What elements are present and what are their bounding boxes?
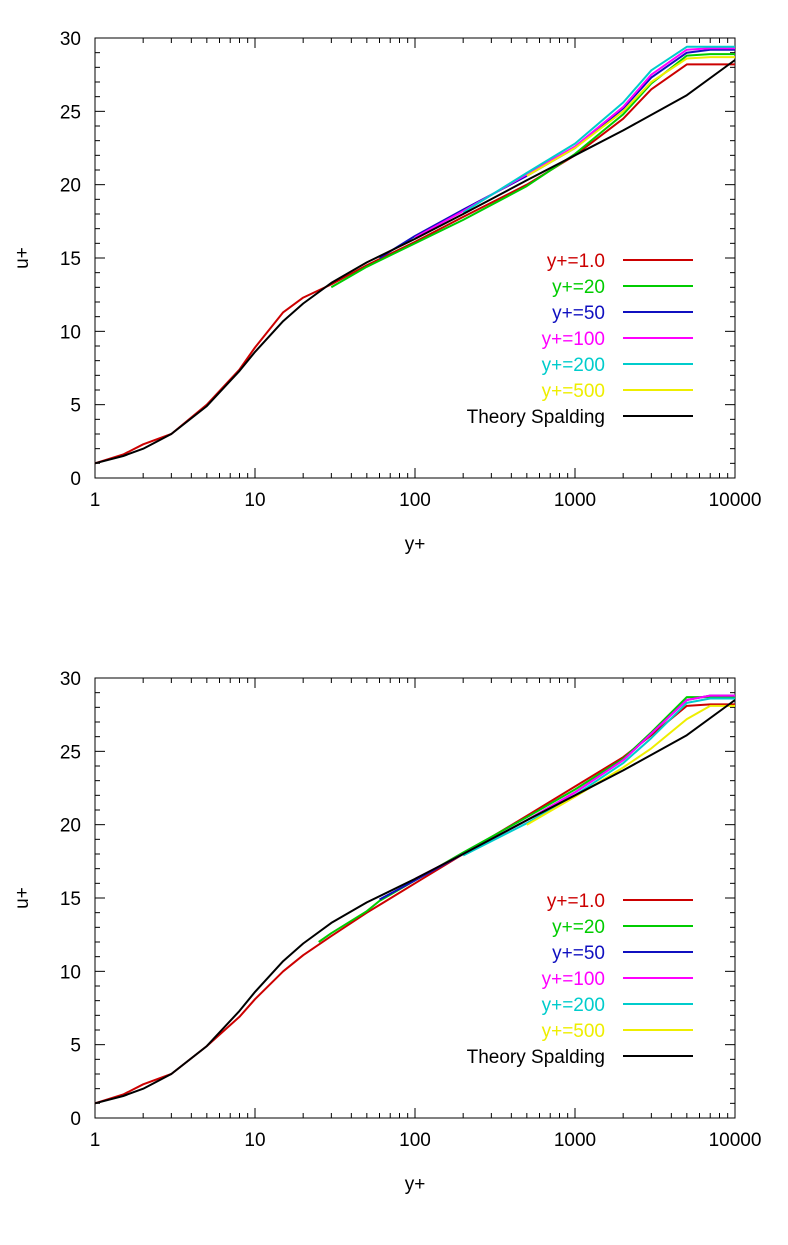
chart-0-y-axis-label: u+: [12, 247, 33, 269]
chart-0-legend-label: Theory Spalding: [467, 407, 605, 428]
chart-0-x-axis-label: y+: [405, 534, 426, 555]
chart-bottom-svg: 1 10 100 1000 10000 0 5 10 15 20 25 30 y+ u+ y+=1.0 y+=…: [12, 669, 762, 1195]
chart-0-legend-label: y+=20: [552, 277, 605, 298]
chart-1-series-line-y-1-0: [94, 703, 735, 1105]
chart-0-x-tick-label: 1: [90, 490, 101, 511]
chart-0-x-tick-label: 100: [399, 490, 431, 511]
chart-1-y-tick-label: 0: [70, 1109, 81, 1130]
chart-1-series-line-y-20: [318, 696, 735, 943]
chart-0-y-tick-label: 20: [60, 176, 81, 197]
chart-0-plot-frame: [94, 37, 736, 479]
chart-0-y-tick-label: 0: [70, 469, 81, 490]
chart-1-legend-label: y+=20: [552, 917, 605, 938]
chart-1-series-line-theory-spalding: [94, 699, 736, 1105]
chart-1-y-tick-label: 5: [70, 1036, 81, 1057]
chart-0-legend-label: y+=1.0: [547, 251, 605, 272]
chart-1-x-axis-label: y+: [405, 1174, 426, 1195]
chart-1-legend-label: y+=500: [542, 1021, 605, 1042]
chart-1-x-tick-label: 10: [244, 1130, 265, 1151]
chart-0-series-line-y-1-0: [94, 63, 735, 465]
chart-1-y-tick-label: 15: [60, 889, 81, 910]
chart-1-legend-label: y+=200: [542, 995, 605, 1016]
chart-0-y-tick-label: 30: [60, 29, 81, 50]
chart-top: 1 10 100 1000 10000 0 5 10 15 20 25 30 y+ u+ y+=1.0 y+=…: [0, 0, 788, 600]
chart-0-series-line-y-50: [378, 48, 735, 259]
chart-1-y-tick-label: 30: [60, 669, 81, 690]
chart-1-x-tick-label: 1000: [554, 1130, 596, 1151]
chart-0-x-tick-label: 10000: [709, 490, 762, 511]
chart-0-legend-label: y+=100: [542, 329, 605, 350]
chart-1-series-line-y-500: [526, 704, 735, 826]
chart-0-series-line-y-500: [526, 56, 735, 177]
chart-1-legend-label: y+=100: [542, 969, 605, 990]
chart-1-legend-label: y+=50: [552, 943, 605, 964]
chart-0-y-tick-label: 10: [60, 322, 81, 343]
chart-0-series-line-y-200: [462, 45, 735, 214]
chart-top-svg: 1 10 100 1000 10000 0 5 10 15 20 25 30 y+ u+ y+=1.0 y+=…: [12, 29, 762, 555]
chart-1-y-tick-label: 10: [60, 962, 81, 983]
chart-0-x-tick-label: 1000: [554, 490, 596, 511]
chart-bottom: 1 10 100 1000 10000 0 5 10 15 20 25 30 y+ u+ y+=1.0 y+=…: [0, 640, 788, 1240]
chart-1-y-tick-label: 25: [60, 742, 81, 763]
chart-0-legend-label: y+=200: [542, 355, 605, 376]
chart-0-legend-label: y+=50: [552, 303, 605, 324]
chart-0-series-line-y-20: [330, 53, 735, 289]
chart-0-y-tick-label: 25: [60, 102, 81, 123]
chart-1-y-tick-label: 20: [60, 816, 81, 837]
chart-0-legend-label: y+=500: [542, 381, 605, 402]
chart-1-x-tick-label: 100: [399, 1130, 431, 1151]
chart-1-series-line-y-200: [462, 697, 735, 857]
chart-0-series-line-theory-spalding: [94, 59, 736, 465]
chart-1-legend-label: y+=1.0: [547, 891, 605, 912]
chart-1-legend-label: Theory Spalding: [467, 1047, 605, 1068]
chart-1-x-tick-label: 1: [90, 1130, 101, 1151]
chart-0-y-tick-label: 5: [70, 396, 81, 417]
chart-0-x-tick-label: 10: [244, 490, 265, 511]
chart-0-y-tick-label: 15: [60, 249, 81, 270]
chart-1-x-tick-label: 10000: [709, 1130, 762, 1151]
chart-1-y-axis-label: u+: [12, 887, 33, 909]
